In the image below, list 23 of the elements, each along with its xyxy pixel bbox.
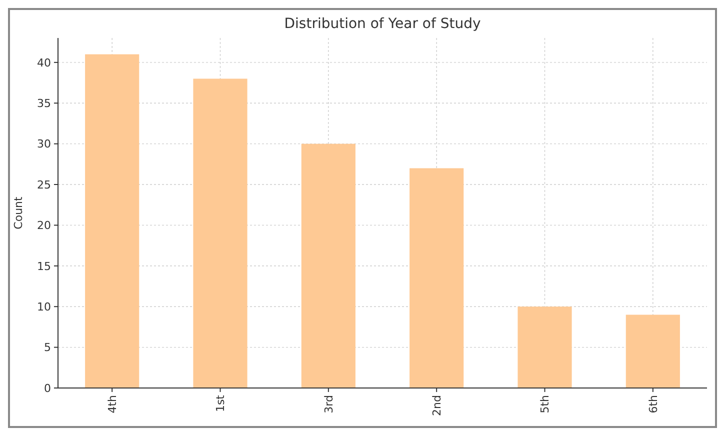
bar xyxy=(626,314,680,388)
bar xyxy=(518,306,572,388)
y-axis-title: Count xyxy=(12,196,25,230)
y-tick-label: 5 xyxy=(44,341,51,354)
bar xyxy=(301,144,356,388)
y-tick-label: 35 xyxy=(37,96,51,110)
x-tick-label: 2nd xyxy=(430,395,444,416)
x-tick-label: 3rd xyxy=(322,395,336,414)
x-tick-label: 5th xyxy=(538,394,552,414)
y-tick-label: 20 xyxy=(37,219,51,232)
x-tick-label: 6th xyxy=(646,394,660,414)
bar xyxy=(85,54,140,388)
y-tick-label: 15 xyxy=(37,260,51,273)
chart-title: Distribution of Year of Study xyxy=(284,16,481,32)
y-tick-label: 40 xyxy=(37,56,51,70)
x-tick-label: 4th xyxy=(106,394,119,414)
x-tick-label: 1st xyxy=(214,394,228,412)
bar xyxy=(410,168,464,388)
y-tick-label: 0 xyxy=(44,382,51,395)
y-tick-label: 30 xyxy=(37,138,51,151)
y-tick-label: 25 xyxy=(37,178,51,192)
bar xyxy=(193,78,248,388)
y-tick-label: 10 xyxy=(37,300,51,314)
